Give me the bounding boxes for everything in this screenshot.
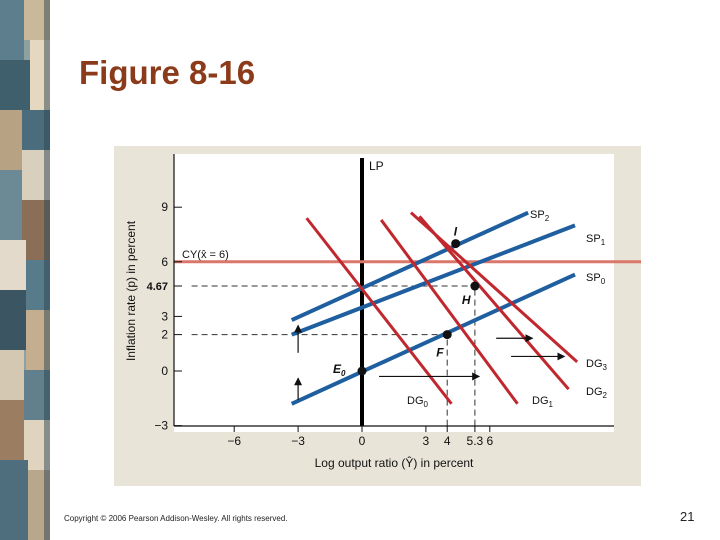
x-tick-label-0: −6 [227, 434, 241, 448]
y-tick-label-0: 9 [161, 200, 168, 214]
point-label-i: I [454, 225, 458, 239]
x-tick-label-4: 4 [444, 434, 451, 448]
x-tick-label-6: 6 [486, 434, 493, 448]
point-h [470, 281, 480, 291]
dg2-line [418, 215, 570, 391]
slide-title: Figure 8-16 [79, 54, 256, 91]
x-axis-label: Log output ratio (Ŷ) in percent [315, 455, 474, 470]
point-label-f: F [436, 346, 444, 360]
x-tick-label-3: 3 [423, 434, 430, 448]
dg2-line-label: DG2 [586, 386, 608, 400]
lp-line-label: LP [369, 159, 384, 173]
point-f [442, 330, 452, 340]
y-tick-label-5: 0 [161, 364, 168, 378]
y-tick-label-6: −3 [154, 419, 168, 433]
sp2-line [290, 210, 529, 322]
cy-line-label: CY(x̂ = 6) [182, 249, 229, 261]
point-e0 [357, 366, 367, 376]
sp1-line [290, 223, 576, 337]
copyright-footer: Copyright © 2006 Pearson Addison-Wesley.… [64, 514, 288, 523]
point-label-h: H [462, 293, 471, 307]
dg3-line [409, 211, 579, 364]
x-tick-label-2: 0 [359, 434, 366, 448]
plot-area [174, 154, 614, 432]
dg1-line [379, 219, 519, 405]
dg1-line-label: DG1 [532, 395, 554, 409]
y-tick-label-3: 3 [161, 309, 168, 323]
x-tick-label-5: 5.3 [467, 434, 484, 448]
dg0-line-label: DG0 [407, 395, 429, 409]
y-axis-label: Inflation rate (p) in percent [124, 220, 138, 361]
y-tick-label-1: 6 [161, 255, 168, 269]
sp0-line [290, 272, 576, 406]
y-tick-label-4: 2 [161, 328, 168, 342]
figure-panel: 9 6 4.67 3 2 0 −3 −6 −3 0 3 4 5.3 6 Log output ratio (… [114, 146, 641, 486]
y-tick-label-2: 4.67 [147, 281, 168, 293]
dg0-line [305, 217, 453, 405]
decorative-quilt-border [0, 0, 50, 540]
x-tick-label-1: −3 [291, 434, 305, 448]
page-number: 21 [680, 509, 695, 524]
dg3-line-label: DG3 [586, 358, 608, 372]
point-i [451, 239, 461, 249]
quilt-pattern [0, 0, 50, 540]
